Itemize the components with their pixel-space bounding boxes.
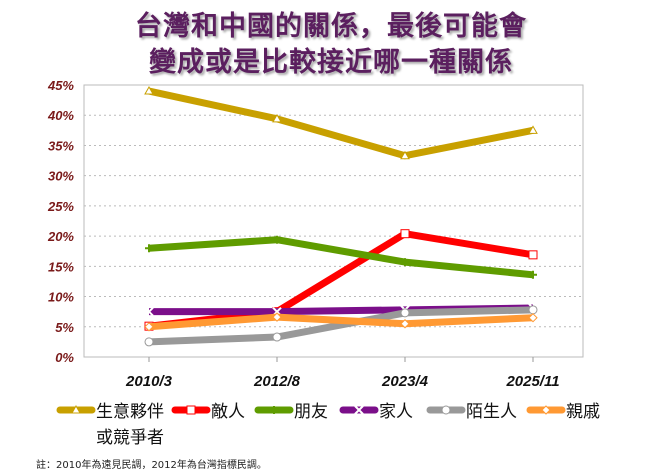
- y-tick-label: 20%: [47, 229, 74, 244]
- y-tick-label: 15%: [48, 259, 74, 274]
- y-tick-label: 30%: [48, 169, 74, 184]
- y-tick-label: 35%: [48, 138, 74, 153]
- marker-diamond: [272, 312, 282, 322]
- marker-plus: [273, 235, 281, 244]
- y-tick-label: 40%: [47, 108, 74, 123]
- marker-circle: [441, 405, 451, 415]
- marker-plus: [270, 406, 278, 414]
- chart-title-line-2: 變成或是比較接近哪一種關係: [149, 47, 513, 78]
- marker-plus: [529, 270, 537, 279]
- marker-x: [354, 405, 364, 415]
- y-tick-label: 0%: [55, 350, 74, 365]
- legend-label: 敵人: [211, 402, 245, 422]
- series-0: [144, 86, 538, 160]
- legend-label: 或競爭者: [96, 428, 164, 448]
- marker-diamond: [541, 405, 551, 415]
- marker-x: [144, 306, 154, 317]
- marker-plus: [145, 244, 153, 253]
- x-tick-label: 2012/8: [253, 373, 301, 390]
- series-line: [148, 236, 534, 279]
- series-line: [148, 313, 534, 331]
- marker-square: [528, 250, 538, 260]
- x-tick-label: 2025/11: [505, 373, 559, 390]
- marker-square: [186, 405, 196, 415]
- legend-item: 親戚: [526, 402, 600, 422]
- y-tick-label: 25%: [47, 199, 74, 214]
- footnote: 註：2010年為遠見民調，2012年為台灣指標民調。: [36, 460, 267, 471]
- marker-triangle: [528, 125, 538, 134]
- series-line: [148, 306, 534, 346]
- y-tick-label: 45%: [47, 78, 74, 93]
- x-tick-label: 2010/3: [125, 373, 173, 390]
- marker-triangle: [272, 113, 282, 123]
- legend-item: 陌生人: [426, 402, 517, 422]
- plot-area: [83, 84, 584, 358]
- legend-label: 陌生人: [466, 402, 517, 422]
- series-2: [145, 235, 537, 279]
- series-line: [148, 87, 534, 160]
- marker-circle: [400, 308, 410, 318]
- marker-diamond: [144, 322, 154, 332]
- series-5: [144, 312, 538, 332]
- marker-circle: [144, 337, 154, 347]
- y-tick-label: 10%: [48, 290, 74, 305]
- legend-label: 生意夥伴: [96, 402, 164, 422]
- marker-square: [400, 229, 410, 239]
- marker-circle: [528, 305, 538, 315]
- chart-title-line-1: 台灣和中國的關係，最後可能會: [135, 11, 527, 42]
- marker-diamond: [400, 319, 410, 329]
- y-tick-label: 5%: [55, 320, 74, 335]
- x-tick-label: 2023/4: [381, 373, 429, 390]
- marker-circle: [272, 332, 282, 342]
- series-4: [144, 305, 538, 347]
- legend-item: 敵人: [171, 402, 245, 422]
- legend-item: 家人: [339, 402, 413, 422]
- legend-item: 朋友: [254, 402, 328, 422]
- marker-diamond: [528, 313, 538, 323]
- legend-label: 親戚: [566, 402, 600, 422]
- marker-triangle: [400, 150, 410, 160]
- marker-triangle: [144, 86, 154, 95]
- legend-label: 家人: [379, 402, 413, 422]
- marker-plus: [401, 258, 409, 267]
- legend-label: 朋友: [294, 402, 328, 422]
- marker-triangle: [71, 404, 81, 414]
